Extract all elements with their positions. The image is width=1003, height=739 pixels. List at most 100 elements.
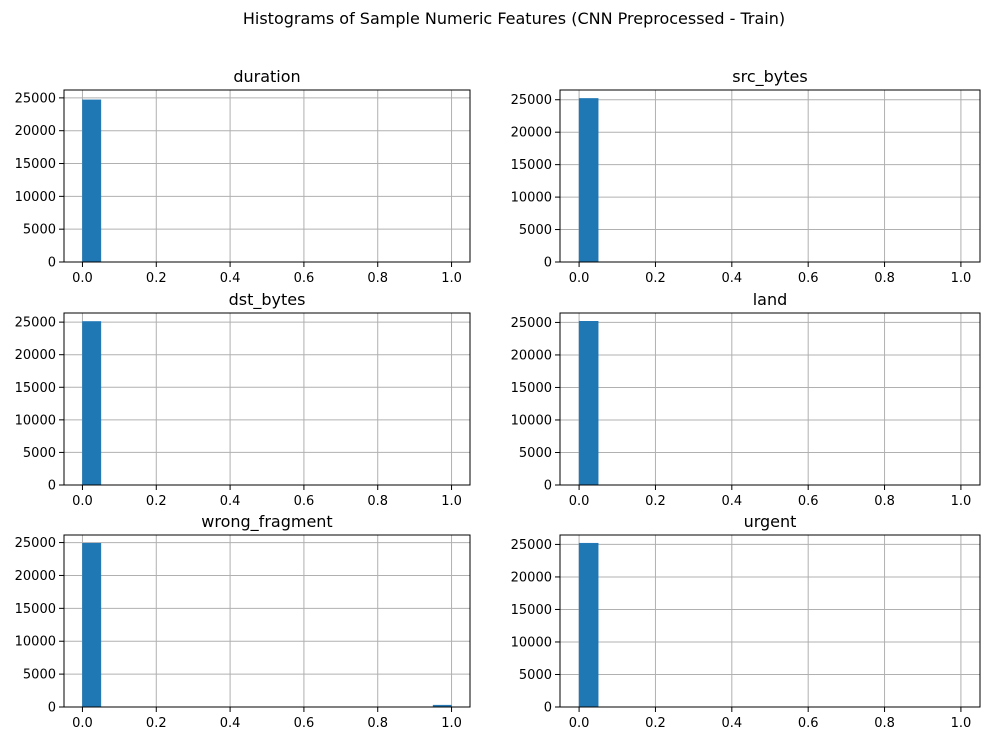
- y-tick-label: 0: [48, 701, 56, 716]
- y-tick-label: 10000: [511, 413, 552, 428]
- y-tick-label: 5000: [519, 223, 552, 238]
- y-tick-label: 20000: [15, 124, 56, 139]
- y-tick-label: 0: [544, 479, 552, 494]
- x-tick-label: 0.2: [645, 716, 666, 731]
- y-tick-label: 15000: [15, 381, 56, 396]
- x-tick-label: 0.8: [367, 271, 388, 286]
- y-tick-label: 10000: [15, 190, 56, 205]
- y-tick-label: 25000: [511, 538, 552, 553]
- x-tick-label: 0.6: [294, 716, 315, 731]
- y-tick-label: 5000: [23, 446, 56, 461]
- y-tick-label: 5000: [519, 668, 552, 683]
- x-tick-label: 0.4: [220, 716, 241, 731]
- x-tick-label: 0.4: [721, 271, 742, 286]
- histogram-bar: [578, 542, 599, 708]
- y-tick-label: 25000: [15, 536, 56, 551]
- x-tick-label: 1.0: [951, 716, 972, 731]
- x-tick-label: 0.2: [146, 271, 167, 286]
- axes-frame: [63, 312, 471, 486]
- y-tick-label: 10000: [511, 635, 552, 650]
- axes-frame: [559, 89, 981, 263]
- x-tick-label: 1.0: [951, 271, 972, 286]
- x-tick-label: 0.8: [874, 716, 895, 731]
- histogram-bar: [578, 98, 599, 263]
- subplot-title: duration: [233, 67, 300, 86]
- x-tick-label: 0.2: [146, 716, 167, 731]
- y-tick-label: 0: [48, 256, 56, 271]
- x-tick-label: 1.0: [441, 271, 462, 286]
- x-tick-label: 0.4: [721, 716, 742, 731]
- y-tick-label: 0: [544, 256, 552, 271]
- x-tick-label: 0.6: [294, 494, 315, 509]
- x-tick-label: 0.4: [721, 494, 742, 509]
- y-tick-label: 0: [48, 479, 56, 494]
- y-tick-label: 15000: [15, 157, 56, 172]
- y-tick-label: 5000: [23, 223, 56, 238]
- subplot-dst-bytes: dst_bytes 0.0 0.2 0.4 0.6 0.8 1.0 0 5000 10000 150…: [15, 290, 471, 509]
- histogram-bar: [82, 99, 102, 263]
- subplot-wrong-fragment: wrong_fragment 0.0 0.2 0.4 0.6 0.8 1.0 0 5000 100…: [15, 512, 471, 731]
- y-tick-label: 25000: [15, 316, 56, 331]
- subplot-title: src_bytes: [732, 67, 807, 87]
- histogram-bar: [578, 321, 599, 486]
- y-tick-label: 20000: [15, 569, 56, 584]
- x-tick-label: 0.0: [72, 271, 93, 286]
- subplot-title: land: [753, 290, 788, 309]
- x-tick-label: 1.0: [951, 494, 972, 509]
- x-tick-label: 0.8: [874, 494, 895, 509]
- y-tick-label: 25000: [511, 316, 552, 331]
- axes-frame: [63, 89, 471, 263]
- y-tick-label: 25000: [511, 93, 552, 108]
- x-tick-label: 0.6: [798, 494, 819, 509]
- x-tick-label: 1.0: [441, 716, 462, 731]
- y-tick-label: 5000: [23, 668, 56, 683]
- subplot-land: land 0.0 0.2 0.4 0.6 0.8 1.0 0 5000 10000 15000 200…: [511, 290, 981, 509]
- y-tick-label: 20000: [511, 126, 552, 141]
- x-tick-label: 0.8: [367, 494, 388, 509]
- x-tick-label: 0.8: [874, 271, 895, 286]
- subplot-duration: duration 0.0 0.2 0.4 0.6 0.8 1.0 0 5000 10000 1500…: [15, 67, 471, 286]
- y-tick-label: 20000: [511, 348, 552, 363]
- y-tick-label: 10000: [15, 635, 56, 650]
- x-tick-label: 0.4: [220, 494, 241, 509]
- x-tick-label: 1.0: [441, 494, 462, 509]
- x-tick-label: 0.2: [146, 494, 167, 509]
- y-tick-label: 15000: [511, 381, 552, 396]
- x-tick-label: 0.0: [569, 716, 590, 731]
- subplot-title: wrong_fragment: [201, 512, 332, 532]
- axes-frame: [559, 534, 981, 708]
- y-tick-label: 25000: [15, 91, 56, 106]
- axes-frame: [559, 312, 981, 486]
- y-tick-label: 20000: [511, 570, 552, 585]
- x-tick-label: 0.0: [569, 494, 590, 509]
- y-tick-label: 15000: [511, 158, 552, 173]
- x-tick-label: 0.6: [294, 271, 315, 286]
- x-tick-label: 0.6: [798, 271, 819, 286]
- x-tick-label: 0.2: [645, 271, 666, 286]
- x-tick-label: 0.4: [220, 271, 241, 286]
- y-tick-label: 10000: [15, 413, 56, 428]
- histogram-bar: [82, 321, 102, 486]
- y-tick-label: 15000: [15, 602, 56, 617]
- x-tick-label: 0.8: [367, 716, 388, 731]
- y-tick-label: 0: [544, 701, 552, 716]
- x-tick-label: 0.0: [72, 716, 93, 731]
- subplot-grid: duration 0.0 0.2 0.4 0.6 0.8 1.0 0 5000 10000 1500…: [15, 67, 981, 731]
- x-tick-label: 0.0: [569, 271, 590, 286]
- subplot-src-bytes: src_bytes 0.0 0.2 0.4 0.6 0.8 1.0 0 5000 10000 150…: [511, 67, 981, 286]
- y-tick-label: 15000: [511, 603, 552, 618]
- axes-frame: [63, 534, 471, 708]
- figure-suptitle: Histograms of Sample Numeric Features (C…: [243, 9, 785, 28]
- subplot-urgent: urgent 0.0 0.2 0.4 0.6 0.8 1.0 0 5000 10000 15000 2…: [511, 512, 981, 731]
- subplot-title: dst_bytes: [229, 290, 306, 310]
- histogram-bar: [82, 542, 102, 708]
- x-tick-label: 0.6: [798, 716, 819, 731]
- subplot-title: urgent: [744, 512, 797, 531]
- y-tick-label: 10000: [511, 191, 552, 206]
- x-tick-label: 0.2: [645, 494, 666, 509]
- y-tick-label: 20000: [15, 348, 56, 363]
- x-tick-label: 0.0: [72, 494, 93, 509]
- y-tick-label: 5000: [519, 446, 552, 461]
